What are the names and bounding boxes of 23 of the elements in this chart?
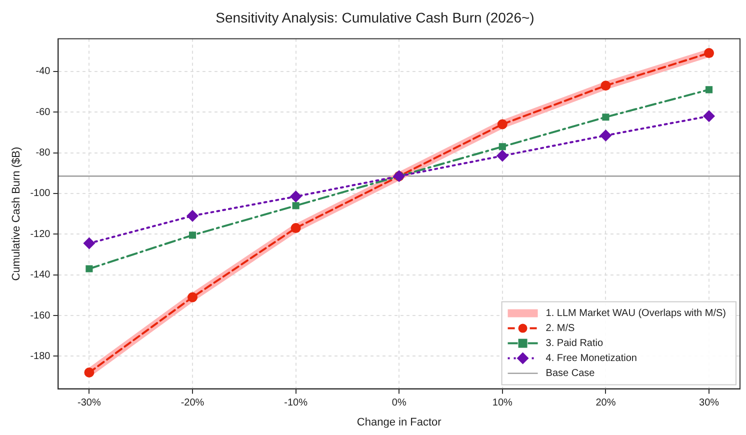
y-tick-label: -180 (30, 350, 51, 362)
y-tick-label: -80 (36, 148, 51, 159)
x-tick-label: 10% (492, 398, 513, 409)
legend-label: Base Case (546, 368, 596, 380)
legend-label: 3. Paid Ratio (546, 338, 604, 350)
y-tick-label: -120 (30, 228, 51, 240)
y-axis-title: Cumulative Cash Burn ($B) (10, 146, 23, 281)
x-tick-label: 20% (596, 398, 616, 409)
x-tick-label: -30% (78, 398, 101, 409)
x-tick-label: -20% (180, 398, 204, 409)
y-tick-label: -160 (30, 310, 51, 322)
x-axis-title: Change in Factor (356, 416, 442, 428)
x-tick-label: -10% (284, 398, 308, 409)
x-tick-label: 30% (699, 398, 720, 409)
legend-label: 1. LLM Market WAU (Overlaps with M/S) (546, 308, 726, 320)
y-tick-label: -40 (36, 66, 51, 78)
y-tick-label: -100 (30, 188, 51, 200)
y-tick-label: -60 (36, 106, 51, 118)
x-tick-label: 0% (392, 398, 406, 409)
legend-label: 4. Free Monetization (546, 353, 637, 364)
legend-label: 2. M/S (546, 323, 576, 334)
chart-title: Sensitivity Analysis: Cumulative Cash Burn (2026~) (216, 9, 534, 26)
y-tick-label: -140 (30, 270, 51, 281)
